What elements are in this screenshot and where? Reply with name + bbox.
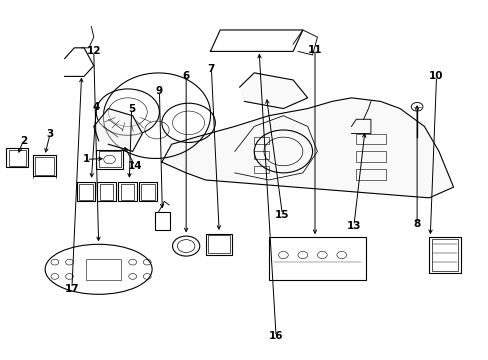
Text: 17: 17 [64, 284, 79, 294]
Text: 5: 5 [128, 104, 135, 113]
Polygon shape [162, 98, 453, 198]
Text: 14: 14 [127, 161, 142, 171]
Bar [254, 166, 268, 173]
Bar [356, 169, 385, 180]
Text: 3: 3 [46, 129, 54, 139]
Bar [356, 134, 385, 144]
Polygon shape [94, 109, 142, 152]
Text: 11: 11 [307, 45, 322, 55]
Bar [6, 148, 28, 167]
Text: 2: 2 [20, 136, 27, 146]
Text: 8: 8 [413, 219, 420, 229]
Bar [96, 150, 122, 169]
Bar [428, 237, 460, 273]
Bar [33, 155, 56, 176]
Bar [120, 184, 134, 200]
Text: 16: 16 [268, 332, 283, 342]
Bar [86, 258, 120, 280]
Text: 6: 6 [182, 71, 189, 81]
Text: 1: 1 [82, 154, 90, 164]
Bar [207, 235, 229, 253]
Bar [118, 182, 136, 202]
Bar [141, 184, 154, 200]
Bar [9, 150, 26, 166]
Text: 7: 7 [207, 64, 215, 74]
Bar [205, 234, 232, 255]
Bar [97, 182, 116, 202]
Bar [356, 152, 385, 162]
Bar [154, 212, 170, 230]
Text: 9: 9 [156, 86, 163, 96]
Bar [254, 137, 268, 144]
Bar [79, 184, 93, 200]
Polygon shape [239, 73, 307, 109]
Bar [77, 182, 95, 202]
Text: 13: 13 [346, 221, 361, 231]
Bar [100, 184, 113, 200]
Bar [99, 152, 120, 167]
Text: 10: 10 [428, 71, 443, 81]
Bar [254, 152, 268, 158]
Text: 12: 12 [86, 46, 101, 57]
Text: 4: 4 [92, 102, 100, 112]
Bar [268, 237, 366, 280]
Bar [431, 239, 458, 271]
Text: 15: 15 [275, 210, 289, 220]
Bar [35, 157, 54, 175]
Bar [138, 182, 157, 202]
